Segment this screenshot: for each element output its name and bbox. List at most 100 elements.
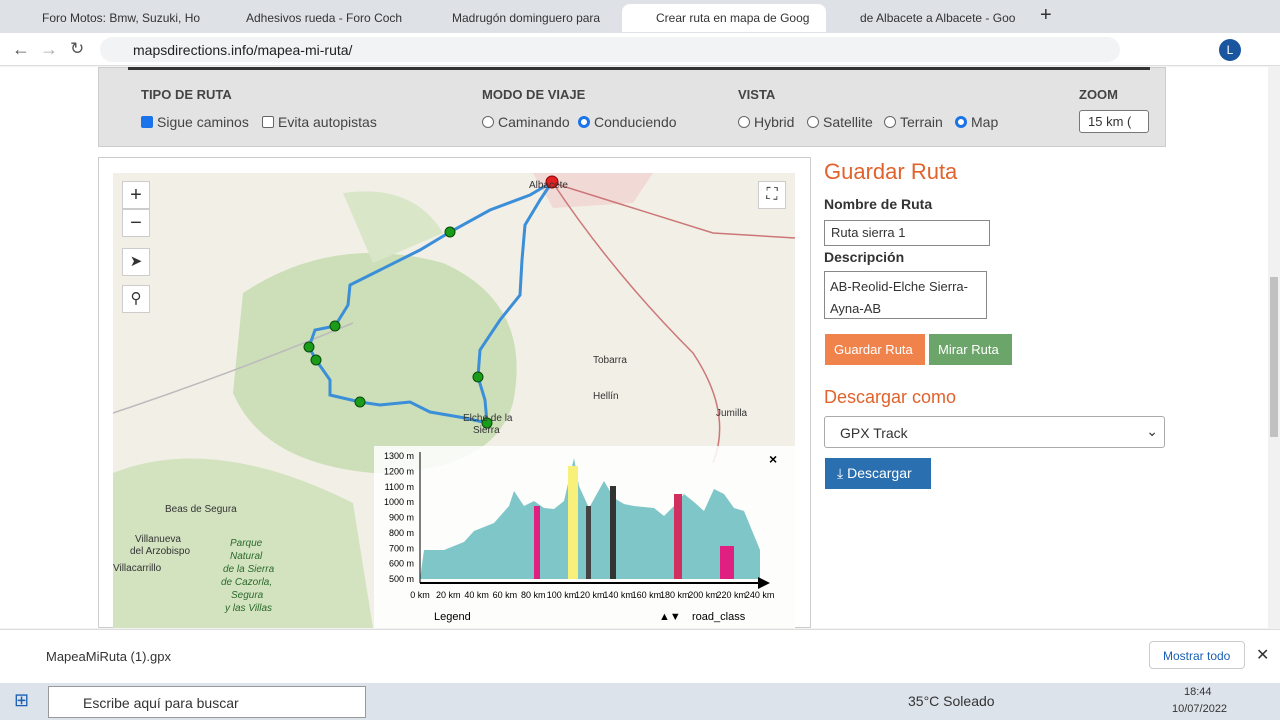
y-tick-label: 1300 m	[384, 451, 414, 461]
input-value: AB-Reolid-Elche Sierra-Ayna-AB	[830, 279, 968, 316]
y-tick-label: 1000 m	[384, 497, 414, 507]
heading: Descargar como	[824, 387, 957, 407]
radio[interactable]: Hybrid	[738, 114, 794, 130]
search-box[interactable]: Escribe aquí para buscar	[48, 686, 366, 718]
view-button[interactable]: Mirar Ruta	[929, 334, 1012, 365]
start[interactable]: ⊞	[14, 690, 30, 710]
checkbox[interactable]: Evita autopistas	[262, 114, 377, 130]
format-select[interactable]: GPX Track ⌄	[824, 416, 1165, 448]
label: Conduciendo	[594, 114, 677, 130]
x-tick-label: 100 km	[547, 590, 577, 600]
label: Nombre de Ruta	[824, 196, 933, 212]
option-title: VISTA	[738, 87, 776, 102]
clock-date[interactable]: 10/07/2022	[1172, 703, 1228, 715]
radio[interactable]: Satellite	[807, 114, 873, 130]
checkbox[interactable]: Sigue caminos	[141, 114, 249, 130]
new-tab[interactable]: +	[1040, 4, 1052, 26]
waypoints	[303, 226, 493, 429]
zoom-select[interactable]: 15 km (	[1079, 110, 1149, 133]
y-tick-label: 500 m	[389, 574, 414, 584]
label: Evita autopistas	[278, 114, 377, 130]
radio[interactable]: Map	[955, 114, 998, 130]
label: Caminando	[498, 114, 570, 130]
place: Hellín	[593, 391, 619, 402]
tab[interactable]: de Albacete a Albacete - Goo	[826, 4, 1026, 32]
save-button[interactable]: Guardar Ruta	[825, 334, 925, 365]
reload[interactable]: ↻	[70, 39, 85, 58]
park-label: de la Sierra	[223, 564, 275, 575]
road-class: road_class	[692, 611, 746, 623]
options-panel	[98, 67, 1166, 147]
forward[interactable]: →	[40, 39, 58, 59]
radio[interactable]: Terrain	[884, 114, 943, 130]
x-tick-label: 40 km	[464, 590, 489, 600]
place: Jumilla	[716, 408, 748, 419]
desc-input[interactable]: AB-Reolid-Elche Sierra-Ayna-AB	[824, 271, 987, 319]
label: Satellite	[823, 114, 873, 130]
route-tool[interactable]: ⚲	[122, 285, 150, 313]
tab-title: Crear ruta en mapa de Goog	[656, 11, 810, 25]
y-tick-label: 1100 m	[385, 482, 414, 492]
input-value: Ruta sierra 1	[831, 225, 906, 240]
legend: Legend	[434, 611, 471, 623]
address-bar[interactable]: mapsdirections.info/mapea-mi-ruta/	[100, 37, 1120, 62]
download-file[interactable]: MapeaMiRuta (1).gpx	[46, 649, 171, 664]
tab[interactable]: Crear ruta en mapa de Goog	[622, 4, 826, 32]
profile[interactable]: L	[1219, 39, 1241, 61]
fullscreen[interactable]: ⛶	[758, 181, 786, 209]
zoom-value: 15 km (	[1088, 114, 1132, 129]
clock-time[interactable]: 18:44	[1184, 686, 1212, 698]
tab[interactable]: Foro Motos: Bmw, Suzuki, Ho	[8, 4, 208, 32]
x-tick-label: 20 km	[436, 590, 461, 600]
weather[interactable]: 35°C Soleado	[908, 693, 995, 709]
search-placeholder: Escribe aquí para buscar	[83, 695, 239, 711]
tab-title: de Albacete a Albacete - Goo	[860, 11, 1016, 25]
y-tick-label: 800 m	[389, 528, 414, 538]
legend-arrows[interactable]: ▲▼	[659, 611, 681, 623]
x-tick-label: 0 km	[410, 590, 430, 600]
option-title: TIPO DE RUTA	[141, 87, 232, 102]
button-label: Descargar	[847, 465, 912, 481]
place: Sierra	[473, 425, 500, 436]
y-tick-label: 900 m	[389, 513, 414, 523]
close-downloads[interactable]: ✕	[1256, 647, 1270, 664]
park-label: Parque	[230, 538, 263, 549]
name-input[interactable]: Ruta sierra 1	[824, 220, 990, 246]
download-button[interactable]: ⤓ Descargar	[825, 458, 931, 489]
place: Villanueva	[135, 534, 181, 545]
x-tick-label: 220 km	[717, 590, 747, 600]
start-marker[interactable]	[545, 175, 559, 189]
option-title: ZOOM	[1079, 87, 1118, 102]
divider	[128, 67, 1150, 70]
park-label: Segura	[231, 590, 264, 601]
scrollbar[interactable]	[1268, 67, 1280, 628]
park-label: Natural	[230, 551, 263, 562]
place: Tobarra	[593, 355, 627, 366]
show-all[interactable]: Mostrar todo	[1149, 641, 1245, 669]
close[interactable]: ×	[769, 451, 777, 467]
tab[interactable]: Madrugón dominguero para	[418, 4, 618, 32]
locate[interactable]: ➤	[122, 248, 150, 276]
x-tick-label: 160 km	[632, 590, 662, 600]
zoom-out[interactable]: −	[122, 209, 150, 237]
zoom-in[interactable]: +	[122, 181, 150, 209]
x-tick-label: 200 km	[688, 590, 718, 600]
place: del Arzobispo	[130, 546, 190, 557]
radio[interactable]: Conduciendo	[578, 114, 677, 130]
url: mapsdirections.info/mapea-mi-ruta/	[133, 42, 353, 58]
option-title: MODO DE VIAJE	[482, 87, 586, 102]
x-tick-label: 120 km	[575, 590, 605, 600]
x-tick-label: 180 km	[660, 590, 690, 600]
park-label: de Cazorla,	[221, 577, 272, 588]
tab[interactable]: Adhesivos rueda - Foro Coch	[212, 4, 412, 32]
place: Beas de Segura	[165, 504, 237, 515]
radio[interactable]: Caminando	[482, 114, 570, 130]
label: Descripción	[824, 249, 905, 265]
y-tick-label: 600 m	[389, 559, 414, 569]
x-tick-label: 80 km	[521, 590, 546, 600]
label: Sigue caminos	[157, 114, 249, 130]
download-bar	[0, 629, 1280, 683]
place: Villacarrillo	[113, 563, 162, 574]
back[interactable]: ←	[12, 39, 30, 59]
